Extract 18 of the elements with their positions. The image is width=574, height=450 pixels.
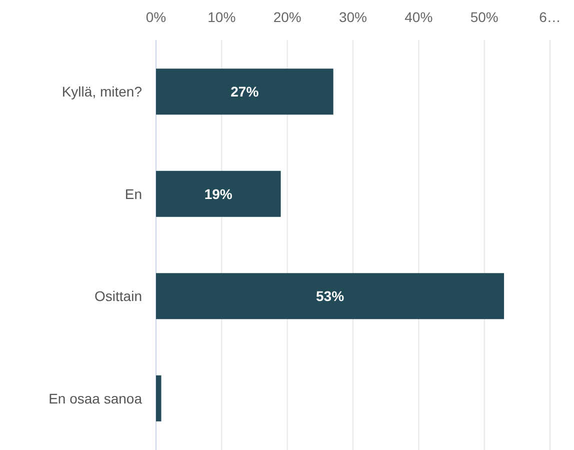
data-label: 27% <box>230 84 260 100</box>
x-tick-label: 6… <box>539 9 561 25</box>
y-tick-label: En <box>124 186 142 202</box>
data-label: 53% <box>316 288 345 304</box>
y-tick-label: Osittain <box>94 288 142 304</box>
y-tick-label: Kyllä, miten? <box>62 84 142 100</box>
x-tick-label: 10% <box>208 9 236 25</box>
bar <box>156 68 334 115</box>
data-label: 19% <box>204 186 233 202</box>
x-tick-label: 40% <box>404 9 433 25</box>
y-tick-label: En osaa sanoa <box>48 390 142 406</box>
x-tick-label: 30% <box>338 9 368 25</box>
bar <box>156 170 281 217</box>
x-tick-label: 0% <box>146 9 166 25</box>
x-tick-label: 20% <box>273 9 302 25</box>
bar <box>156 273 504 320</box>
x-tick-label: 50% <box>470 9 498 25</box>
bar <box>156 375 162 422</box>
